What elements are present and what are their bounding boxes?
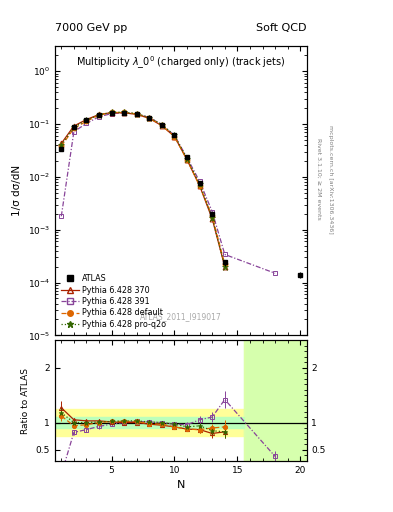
Y-axis label: 1/σ dσ/dN: 1/σ dσ/dN — [12, 165, 22, 216]
Legend: ATLAS, Pythia 6.428 370, Pythia 6.428 391, Pythia 6.428 default, Pythia 6.428 pr: ATLAS, Pythia 6.428 370, Pythia 6.428 39… — [59, 272, 169, 331]
Text: ATLAS_2011_I919017: ATLAS_2011_I919017 — [140, 312, 222, 321]
Text: mcplots.cern.ch [arXiv:1306.3436]: mcplots.cern.ch [arXiv:1306.3436] — [328, 125, 333, 233]
Text: Rivet 3.1.10; ≥ 2M events: Rivet 3.1.10; ≥ 2M events — [316, 138, 321, 220]
Text: Multiplicity $\lambda\_0^0$ (charged only) (track jets): Multiplicity $\lambda\_0^0$ (charged onl… — [76, 55, 286, 71]
Text: 7000 GeV pp: 7000 GeV pp — [55, 23, 127, 33]
Text: Soft QCD: Soft QCD — [256, 23, 307, 33]
X-axis label: N: N — [176, 480, 185, 490]
Y-axis label: Ratio to ATLAS: Ratio to ATLAS — [21, 368, 30, 434]
